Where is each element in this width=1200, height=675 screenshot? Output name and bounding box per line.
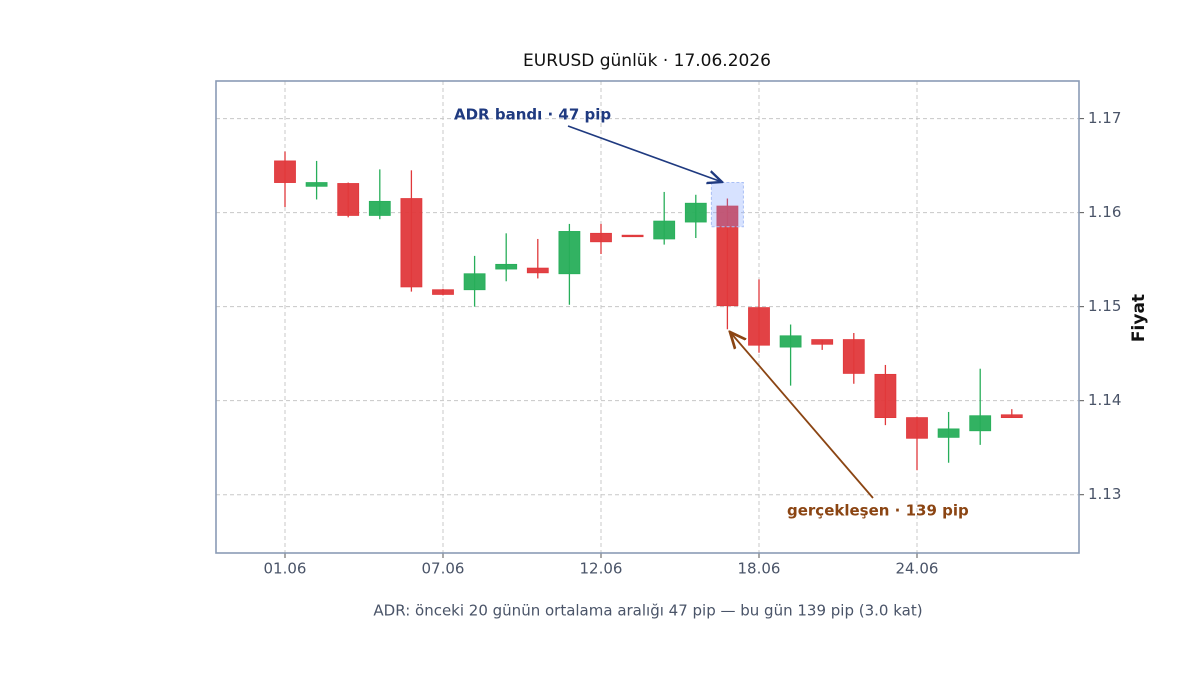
candles	[274, 151, 1023, 471]
candle-body	[874, 373, 897, 419]
y-tick-label: 1.17	[1088, 109, 1121, 127]
candle-body	[526, 267, 549, 274]
candle-body	[716, 205, 739, 307]
candle-body	[969, 415, 992, 432]
candle-body	[1000, 414, 1023, 419]
candle-body	[811, 339, 834, 345]
footnote: ADR: önceki 20 günün ortalama aralığı 47…	[373, 602, 922, 620]
y-tick-label: 1.14	[1088, 391, 1121, 409]
candle-body	[368, 200, 391, 216]
y-tick-label: 1.15	[1088, 297, 1121, 315]
candle-body	[400, 198, 423, 288]
grid: 1.13 1.14 1.15 1.16 1.17 01.06 07.06 12.06 18.06…	[216, 81, 1121, 578]
y-tick-label: 1.13	[1088, 485, 1121, 503]
x-tick-label: 12.06	[580, 560, 623, 578]
candle-body	[432, 289, 454, 295]
candle-body	[305, 182, 328, 187]
candle-body	[274, 160, 296, 183]
adr-band	[710, 182, 744, 228]
candle-body	[842, 339, 865, 374]
candle-body	[937, 428, 960, 438]
annotation-arrow	[730, 332, 874, 499]
annotation-arrow	[567, 125, 722, 182]
x-tick-label: 07.06	[422, 560, 465, 578]
annotation: ADR bandı · 47 pip	[454, 106, 611, 124]
candle-body	[684, 202, 707, 223]
candle-body	[653, 220, 676, 240]
plot-frame	[215, 80, 1080, 554]
candle-body	[779, 335, 802, 348]
y-tick-label: 1.16	[1088, 203, 1121, 221]
candle-body	[906, 417, 928, 439]
chart-title: EURUSD günlük · 17.06.2026	[523, 51, 771, 71]
y-axis-label: Fiyat	[1129, 294, 1149, 342]
candle-body	[463, 273, 486, 291]
candle-body	[590, 232, 612, 243]
x-tick-label: 18.06	[738, 560, 781, 578]
candle-body	[558, 231, 581, 275]
candle-body	[337, 183, 360, 216]
x-tick-label: 01.06	[264, 560, 307, 578]
annotation: gerçekleşen · 139 pip	[787, 502, 969, 520]
x-tick-label: 24.06	[896, 560, 939, 578]
candle-body	[621, 234, 644, 238]
candle-body	[495, 263, 518, 270]
candle-body	[748, 307, 770, 346]
